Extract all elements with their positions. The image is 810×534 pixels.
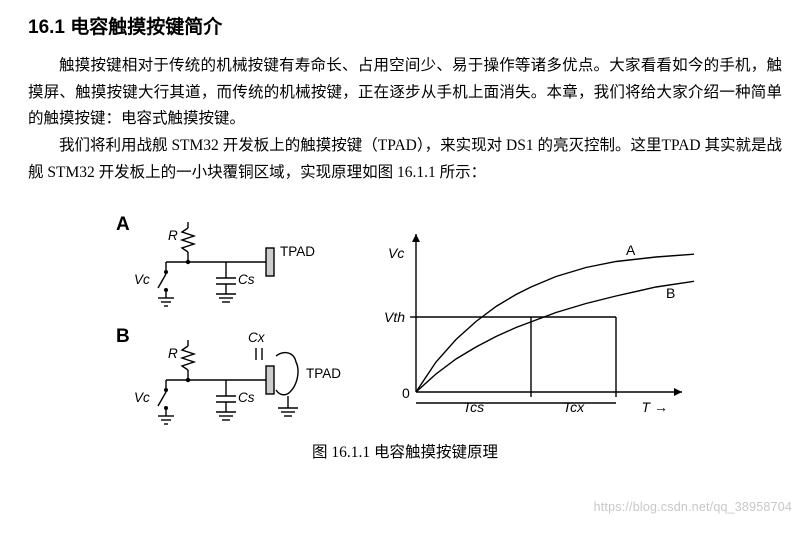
svg-text:Vth: Vth: [384, 309, 405, 325]
circuit-diagrams: A: [116, 214, 346, 426]
svg-text:T →: T →: [642, 399, 668, 415]
figure-caption: 图 16.1.1 电容触摸按键原理: [28, 440, 782, 462]
rc-charge-chart: Vc Vth 0 Tcs Tcx T → A B: [374, 214, 694, 424]
paragraph-2: 我们将利用战舰 STM32 开发板上的触摸按键（TPAD），来实现对 DS1 的…: [28, 133, 782, 186]
chart-svg: Vc Vth 0 Tcs Tcx T → A B: [374, 214, 694, 424]
label-R-b: R: [168, 346, 178, 361]
svg-text:B: B: [666, 285, 675, 301]
label-Cx-b: Cx: [248, 330, 265, 345]
svg-text:Tcx: Tcx: [563, 399, 585, 415]
circuit-b: B: [116, 326, 346, 426]
circuit-b-svg: [116, 326, 346, 436]
figure-16-1-1: A: [28, 214, 782, 426]
label-Cs-a: Cs: [238, 272, 255, 287]
svg-text:Vc: Vc: [388, 245, 404, 261]
svg-text:0: 0: [402, 385, 410, 401]
label-tpad-b: TPAD: [306, 366, 341, 381]
svg-text:A: A: [626, 242, 636, 258]
label-Vc-a: Vc: [134, 272, 150, 287]
label-Vc-b: Vc: [134, 390, 150, 405]
watermark: https://blog.csdn.net/qq_38958704: [594, 500, 792, 514]
circuit-a: A: [116, 214, 346, 314]
label-Cs-b: Cs: [238, 390, 255, 405]
label-tpad-a: TPAD: [280, 244, 315, 259]
label-R-a: R: [168, 228, 178, 243]
svg-text:Tcs: Tcs: [463, 399, 484, 415]
paragraph-1: 触摸按键相对于传统的机械按键有寿命长、占用空间少、易于操作等诸多优点。大家看看如…: [28, 53, 782, 133]
section-heading: 16.1 电容触摸按键简介: [28, 12, 782, 39]
circuit-a-svg: [116, 214, 346, 314]
